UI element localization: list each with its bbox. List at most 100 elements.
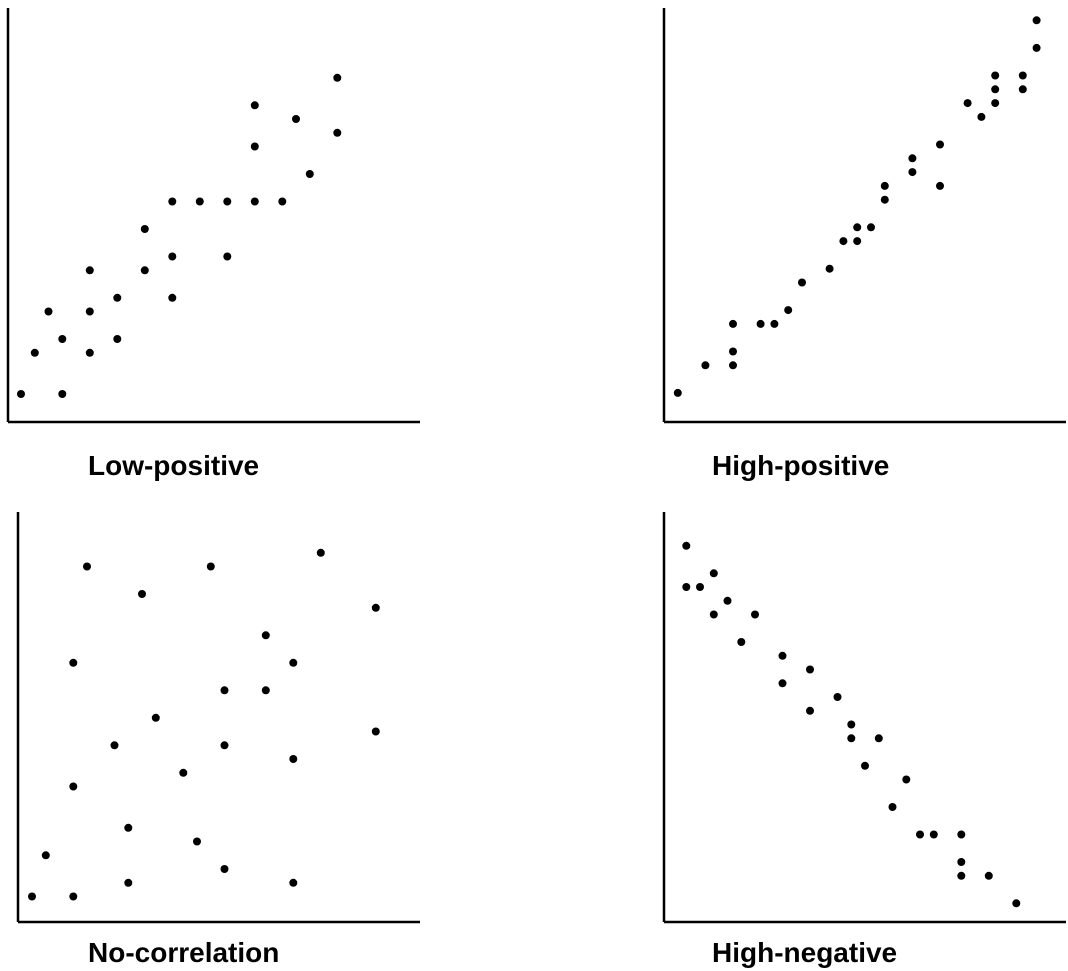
- scatter-point: [333, 128, 342, 137]
- scatter-point: [847, 720, 856, 729]
- scatter-point: [124, 823, 133, 832]
- scatter-point: [250, 142, 259, 151]
- data-points: [17, 73, 342, 398]
- scatter-point: [250, 197, 259, 206]
- scatter-point: [110, 741, 119, 750]
- scatter-point: [867, 223, 875, 232]
- scatter-point: [770, 319, 779, 328]
- scatter-point: [729, 361, 737, 370]
- panel-title: No-correlation: [88, 937, 279, 968]
- scatter-point: [151, 713, 160, 722]
- scatter-point: [709, 569, 718, 578]
- scatter-point: [751, 610, 759, 619]
- scatter-point: [936, 140, 944, 149]
- scatter-point: [902, 775, 911, 784]
- scatter-point: [138, 590, 146, 598]
- scatter-point: [140, 266, 149, 275]
- scatter-point: [195, 197, 204, 206]
- scatter-point: [85, 348, 94, 357]
- data-points: [28, 548, 380, 901]
- scatter-point: [250, 101, 259, 110]
- scatter-point: [316, 548, 325, 557]
- scatter-point: [798, 278, 806, 287]
- scatter-point: [124, 878, 133, 887]
- scatter-point: [85, 307, 94, 316]
- scatter-point: [371, 603, 380, 612]
- scatter-point: [220, 741, 229, 750]
- panel-title: High-negative: [712, 937, 897, 968]
- scatter-point: [778, 651, 787, 660]
- scatter-point: [30, 348, 39, 357]
- scatter-point: [292, 115, 300, 123]
- scatter-point: [1032, 43, 1041, 52]
- scatter-point: [806, 665, 814, 674]
- scatter-point: [991, 85, 1000, 94]
- scatter-point: [168, 293, 177, 302]
- scatter-point: [278, 197, 287, 206]
- scatter-point: [709, 610, 718, 619]
- scatter-point: [833, 693, 842, 701]
- scatter-point: [696, 583, 704, 591]
- scatter-point: [861, 761, 869, 770]
- scatter-point: [874, 734, 883, 743]
- scatter-point: [737, 638, 746, 646]
- scatter-point: [853, 223, 862, 232]
- panel-high-negative: High-negative: [662, 512, 1066, 968]
- scatter-point: [168, 197, 177, 206]
- scatter-point: [333, 73, 342, 82]
- scatter-point: [701, 361, 710, 370]
- scatter-point: [85, 266, 94, 275]
- scatter-point: [908, 154, 917, 163]
- scatter-point: [963, 99, 972, 108]
- scatter-point: [371, 727, 380, 736]
- scatter-point: [929, 830, 938, 839]
- scatter-point: [729, 347, 737, 356]
- scatter-point: [179, 768, 188, 777]
- scatter-point: [261, 631, 270, 640]
- scatter-point: [1012, 899, 1021, 908]
- scatter-point: [168, 252, 177, 261]
- scatter-point: [193, 837, 201, 846]
- scatter-point: [984, 871, 993, 880]
- scatter-point: [83, 562, 91, 571]
- scatter-point: [880, 195, 889, 204]
- scatter-point: [140, 225, 149, 233]
- data-points: [682, 541, 1021, 908]
- panel-high-positive: High-positive: [662, 8, 1066, 481]
- scatter-point: [977, 112, 986, 121]
- scatter-point: [847, 734, 856, 743]
- scatter-point: [69, 782, 78, 791]
- scatter-point: [1018, 85, 1027, 94]
- scatter-point: [682, 583, 691, 591]
- scatter-point: [305, 170, 314, 178]
- scatter-point: [806, 706, 814, 715]
- scatter-point: [991, 99, 1000, 108]
- scatter-point: [1018, 71, 1027, 80]
- scatter-point: [778, 679, 787, 688]
- data-points: [673, 16, 1041, 397]
- scatter-point: [289, 755, 298, 763]
- scatter-point: [113, 293, 122, 302]
- scatter-point: [957, 858, 966, 866]
- scatter-point: [880, 181, 889, 190]
- panel-no-correlation: No-correlation: [16, 512, 420, 968]
- scatter-point: [991, 71, 1000, 80]
- scatter-point: [223, 252, 232, 261]
- scatter-point: [682, 541, 691, 550]
- scatter-point: [825, 264, 834, 273]
- scatter-point: [908, 168, 917, 177]
- scatter-point: [853, 237, 862, 246]
- scatter-point: [723, 596, 732, 605]
- scatter-point: [957, 830, 966, 839]
- scatter-point: [784, 306, 793, 315]
- scatter-point: [936, 181, 944, 190]
- scatter-point: [69, 658, 78, 667]
- scatter-point: [58, 390, 67, 398]
- scatter-point: [916, 830, 924, 839]
- scatter-point: [223, 197, 232, 206]
- scatter-point: [28, 892, 36, 901]
- scatter-point: [957, 871, 966, 880]
- scatter-point: [839, 237, 848, 246]
- scatter-point: [729, 319, 737, 328]
